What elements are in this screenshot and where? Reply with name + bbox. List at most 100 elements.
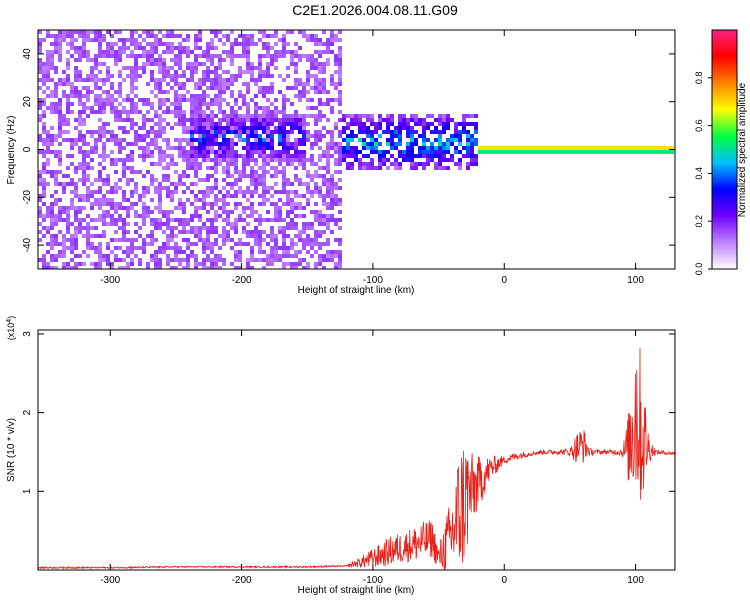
spectrogram-cell [142, 250, 146, 254]
spectrogram-cell [66, 82, 70, 86]
spectrogram-cell [210, 226, 214, 230]
spectrogram-cell [378, 126, 382, 130]
spectrogram-cell [174, 182, 178, 186]
spectrogram-cell [250, 178, 254, 182]
spectrogram-cell [214, 158, 218, 162]
spectrogram-cell [46, 206, 50, 210]
spectrogram-cell [302, 126, 306, 130]
spectrogram-cell [490, 150, 494, 154]
spectrogram-cell [190, 66, 194, 70]
spectrogram-cell [158, 66, 162, 70]
spectrogram-cell [302, 138, 306, 142]
spectrogram-cell [310, 254, 314, 258]
spectrogram-cell [326, 98, 330, 102]
spectrogram-cell [162, 138, 166, 142]
spectrogram-cell [78, 218, 82, 222]
spectrogram-cell [366, 146, 370, 150]
spectrogram-cell [138, 246, 142, 250]
spectrogram-cell [134, 58, 138, 62]
spectrogram-cell [174, 58, 178, 62]
spectrogram-cell [322, 222, 326, 226]
spectrogram-cell [210, 142, 214, 146]
spectrogram-cell [230, 150, 234, 154]
spectrogram-cell [78, 222, 82, 226]
spectrogram-cell [322, 218, 326, 222]
colorbar-tick-label: 0.8 [694, 72, 704, 85]
spectrogram-cell [202, 206, 206, 210]
spectrogram-cell [474, 154, 478, 158]
spectrogram-cell [194, 182, 198, 186]
spectrogram-cell [54, 238, 58, 242]
spectrogram-cell [214, 178, 218, 182]
spectrogram-cell [214, 54, 218, 58]
spectrogram-cell [386, 142, 390, 146]
spectrogram-cell [266, 90, 270, 94]
spectrogram-cell [122, 66, 126, 70]
spectrogram-cell [298, 98, 302, 102]
spectrogram-cell [338, 130, 342, 134]
spectrogram-cell [182, 82, 186, 86]
spectrogram-cell [370, 158, 374, 162]
spectrogram-cell [370, 146, 374, 150]
spectrogram-cell [150, 90, 154, 94]
spectrogram-cell [82, 158, 86, 162]
spectrogram-cell [422, 122, 426, 126]
spectrogram-cell [258, 178, 262, 182]
spectrogram-cell [646, 146, 650, 150]
spectrogram-cell [358, 118, 362, 122]
spectrogram-cell [202, 82, 206, 86]
spectrogram-cell [262, 182, 266, 186]
spectrogram-cell [210, 150, 214, 154]
spectrogram-cell [150, 102, 154, 106]
spectrogram-cell [54, 102, 58, 106]
spectrogram-cell [146, 214, 150, 218]
spectrogram-cell [230, 94, 234, 98]
spectrogram-cell [294, 178, 298, 182]
spectrogram-cell [222, 34, 226, 38]
spectrogram-cell [186, 186, 190, 190]
spectrogram-cell [354, 122, 358, 126]
spectrogram-cell [38, 62, 42, 66]
spectrogram-cell [138, 34, 142, 38]
spectrogram-cell [358, 150, 362, 154]
spectrogram-cell [114, 246, 118, 250]
spectrogram-cell [246, 114, 250, 118]
spectrogram-cell [174, 146, 178, 150]
spectrogram-cell [286, 158, 290, 162]
spectrogram-cell [410, 142, 414, 146]
spectrogram-cell [170, 42, 174, 46]
spectrogram-cell [350, 154, 354, 158]
spectrogram-cell [86, 54, 90, 58]
spectrogram-cell [274, 118, 278, 122]
spectrogram-cell [74, 38, 78, 42]
spectrogram-cell [150, 78, 154, 82]
spectrogram-cell [142, 126, 146, 130]
spectrogram-cell [194, 122, 198, 126]
spectrogram-cell [46, 86, 50, 90]
spectrogram-cell [302, 118, 306, 122]
spectrogram-cell [350, 122, 354, 126]
spectrogram-cell [178, 54, 182, 58]
spectrogram-cell [450, 154, 454, 158]
spectrogram-cell [286, 50, 290, 54]
spectrogram-cell [66, 138, 70, 142]
spectrogram-cell [78, 226, 82, 230]
spectrogram-cell [50, 214, 54, 218]
spectrogram-cell [62, 114, 66, 118]
spectrogram-cell [338, 62, 342, 66]
spectrogram-cell [230, 74, 234, 78]
spectrogram-cell [198, 190, 202, 194]
spectrogram-cell [302, 90, 306, 94]
spectrogram-cell [302, 86, 306, 90]
spectrogram-cell [90, 66, 94, 70]
spectrogram-cell [326, 254, 330, 258]
spectrogram-cell [310, 226, 314, 230]
spectrogram-cell [318, 42, 322, 46]
spectrogram-cell [470, 134, 474, 138]
spectrogram-cell [330, 74, 334, 78]
spectrogram-cell [346, 146, 350, 150]
spectrogram-cell [310, 246, 314, 250]
spectrogram-cell [206, 226, 210, 230]
spectrogram-cell [198, 62, 202, 66]
spectrogram-cell [210, 262, 214, 266]
